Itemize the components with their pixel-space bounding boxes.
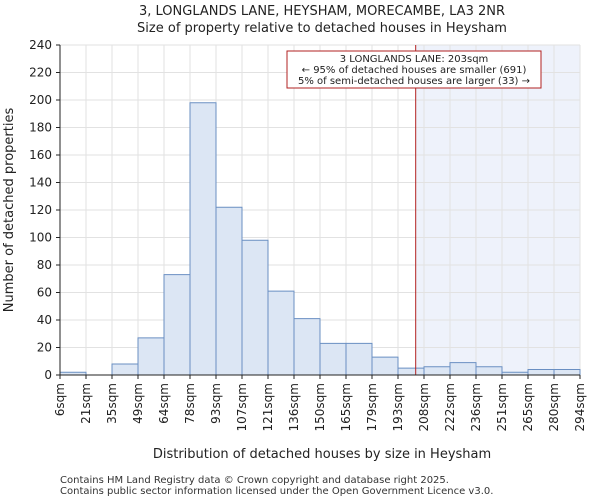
y-tick-label: 120 xyxy=(29,203,52,217)
x-tick-label: 222sqm xyxy=(443,383,457,431)
chart-subtitle: Size of property relative to detached ho… xyxy=(137,21,507,36)
bar-64sqm xyxy=(163,274,191,376)
bar-265sqm xyxy=(527,369,555,376)
x-tick-label: 236sqm xyxy=(469,383,483,431)
x-tick-label: 179sqm xyxy=(365,383,379,431)
bar-107sqm xyxy=(241,239,269,376)
x-tick-label: 165sqm xyxy=(339,383,353,431)
footer-copyright: Contains HM Land Registry data © Crown c… xyxy=(60,475,449,486)
bar-193sqm xyxy=(397,367,425,376)
y-tick-label: 140 xyxy=(29,176,52,190)
x-tick-label: 251sqm xyxy=(495,383,509,431)
annotation-title: 3 LONGLANDS LANE: 203sqm xyxy=(340,54,489,65)
chart-title: 3, LONGLANDS LANE, HEYSHAM, MORECAMBE, L… xyxy=(139,4,505,19)
bar-208sqm xyxy=(423,366,451,376)
bar-35sqm xyxy=(111,363,139,376)
x-tick-label: 6sqm xyxy=(53,383,67,416)
bar-236sqm xyxy=(475,366,503,376)
y-tick-label: 100 xyxy=(29,231,52,245)
y-tick-label: 180 xyxy=(29,121,52,135)
bar-280sqm xyxy=(553,369,581,376)
y-tick-label: 240 xyxy=(29,38,52,52)
bar-150sqm xyxy=(319,342,347,376)
y-tick-label: 0 xyxy=(44,368,52,382)
x-tick-label: 193sqm xyxy=(391,383,405,431)
bar-93sqm xyxy=(215,206,243,376)
bar-165sqm xyxy=(345,342,373,376)
x-tick-label: 93sqm xyxy=(209,383,223,424)
y-tick-label: 220 xyxy=(29,66,52,80)
x-tick-label: 35sqm xyxy=(105,383,119,424)
y-tick-label: 160 xyxy=(29,148,52,162)
x-tick-label: 107sqm xyxy=(235,383,249,431)
annotation-larger: 5% of semi-detached houses are larger (3… xyxy=(298,76,530,87)
y-tick-label: 80 xyxy=(37,258,52,272)
y-tick-labels: 0 20 40 60 80 100 120 140 160 180 200 220 240 xyxy=(29,38,60,382)
x-tick-label: 78sqm xyxy=(183,383,197,424)
annotation-box: 3 LONGLANDS LANE: 203sqm ← 95% of detach… xyxy=(286,50,542,89)
y-tick-label: 200 xyxy=(29,93,52,107)
bars xyxy=(59,102,581,376)
annotation-border xyxy=(286,50,542,89)
y-tick-label: 20 xyxy=(37,341,52,355)
x-tick-labels: 6sqm 21sqm 35sqm 49sqm 64sqm 78sqm 93sqm 107sqm… xyxy=(53,375,587,431)
bar-49sqm xyxy=(137,337,165,376)
x-tick-label: 280sqm xyxy=(547,383,561,431)
bar-136sqm xyxy=(293,318,321,376)
x-tick-label: 64sqm xyxy=(157,383,171,424)
x-tick-label: 294sqm xyxy=(573,383,587,431)
bar-222sqm xyxy=(449,362,477,376)
bar-78sqm xyxy=(189,102,217,376)
x-tick-label: 21sqm xyxy=(79,383,93,424)
x-tick-label: 265sqm xyxy=(521,383,535,431)
x-axis-label: Distribution of detached houses by size … xyxy=(153,447,491,462)
x-tick-label: 49sqm xyxy=(131,383,145,424)
footer-licence: Contains public sector information licen… xyxy=(60,486,493,497)
x-tick-label: 121sqm xyxy=(261,383,275,431)
x-tick-label: 136sqm xyxy=(287,383,301,431)
bar-121sqm xyxy=(267,290,295,376)
x-tick-label: 150sqm xyxy=(313,383,327,431)
annotation-smaller: ← 95% of detached houses are smaller (69… xyxy=(302,65,527,76)
y-tick-label: 40 xyxy=(37,313,52,327)
bar-179sqm xyxy=(371,356,399,376)
y-axis-label: Number of detached properties xyxy=(2,108,17,313)
y-tick-label: 60 xyxy=(37,286,52,300)
x-tick-label: 208sqm xyxy=(417,383,431,431)
